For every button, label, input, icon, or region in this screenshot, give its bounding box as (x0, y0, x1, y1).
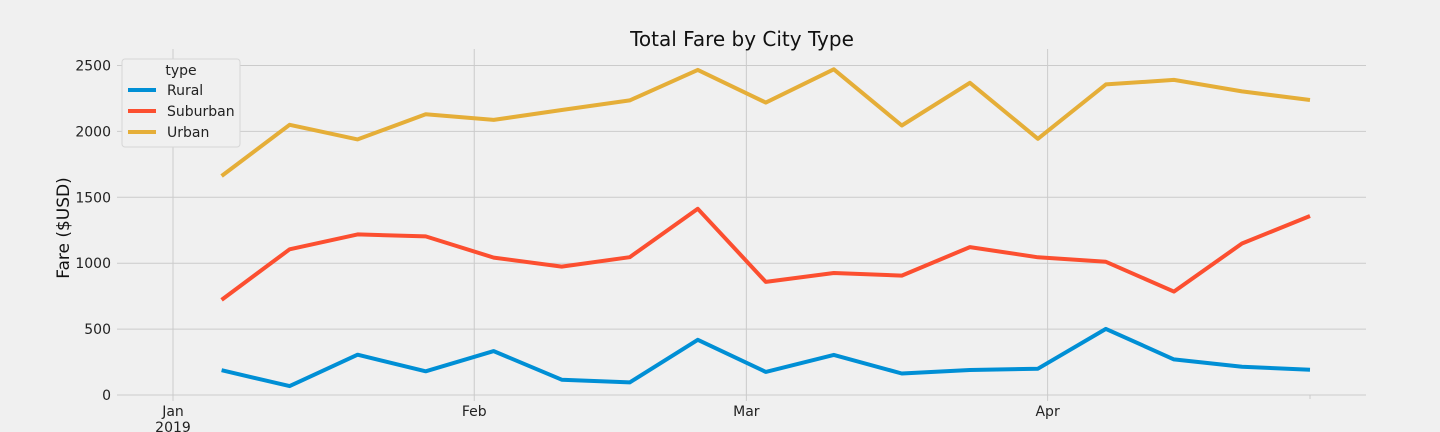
series-line-suburban (220, 206, 1311, 302)
grid (117, 49, 1366, 396)
y-tick-label: 1500 (75, 190, 111, 206)
y-axis-label: Fare ($USD) (54, 177, 74, 279)
series-line-rural (221, 326, 1311, 389)
y-tick-label: 500 (84, 322, 111, 338)
x-tick-label: Jan (161, 404, 184, 420)
legend-label-suburban: Suburban (167, 104, 235, 120)
legend-title: type (165, 63, 196, 79)
legend-box (121, 58, 241, 148)
y-tick-label: 1000 (75, 256, 111, 272)
x-tick-sublabel: 2019 (155, 420, 191, 432)
y-tick-label: 0 (102, 388, 111, 404)
legend-label-urban: Urban (167, 125, 209, 141)
series-lines (220, 67, 1311, 389)
legend: type Rural Suburban Urban (121, 58, 241, 148)
legend-label-rural: Rural (167, 83, 203, 99)
x-tick-label: Apr (1035, 404, 1059, 420)
chart-title: Total Fare by City Type (629, 27, 854, 51)
y-tick-label: 2500 (75, 59, 111, 75)
series-line-urban (220, 67, 1311, 178)
y-tick-label: 2000 (75, 124, 111, 140)
x-tick-label: Feb (462, 404, 487, 420)
x-tick-label: Mar (733, 404, 760, 420)
